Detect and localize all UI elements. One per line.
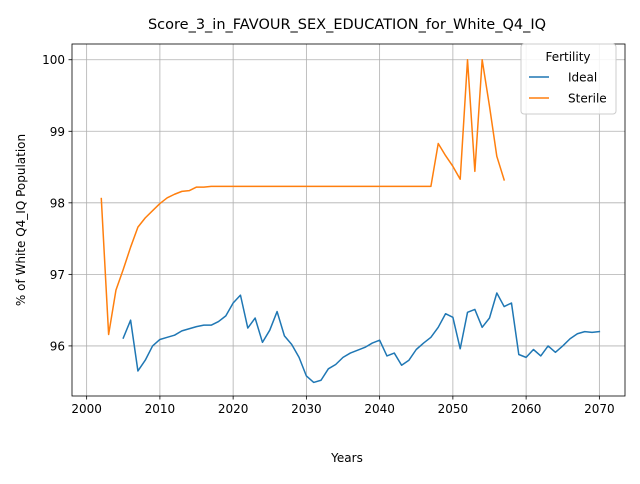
legend-label-ideal: Ideal: [568, 71, 597, 85]
y-tick-label: 96: [50, 339, 65, 353]
x-tick-label: 2040: [364, 402, 395, 416]
y-tick-label: 98: [50, 196, 65, 210]
axes: 2000 2010 2020 2030 2040 2050 2060 2070 96 97 98 99…: [42, 43, 626, 416]
x-tick-label: 2030: [291, 402, 322, 416]
legend-title: Fertility: [545, 50, 590, 64]
legend: Fertility Ideal Sterile: [520, 43, 617, 115]
y-axis-label: % of White Q4_IQ Population: [14, 134, 28, 306]
y-tick-label: 99: [50, 125, 65, 139]
x-tick-label: 2070: [584, 402, 615, 416]
legend-label-sterile: Sterile: [568, 92, 607, 106]
x-tick-label: 2020: [218, 402, 249, 416]
series-line-sterile: [100, 58, 506, 336]
chart-title: Score_3_in_FAVOUR_SEX_EDUCATION_for_Whit…: [148, 17, 546, 33]
y-tick-label: 97: [50, 268, 65, 282]
legend-frame: [520, 43, 617, 115]
x-tick-label: 2000: [71, 402, 102, 416]
y-tick-label: 100: [42, 53, 65, 67]
plot-frame: [71, 43, 626, 397]
x-tick-label: 2050: [438, 402, 469, 416]
x-tick-label: 2060: [511, 402, 542, 416]
series-line-ideal: [122, 292, 601, 384]
x-tick-label: 2010: [145, 402, 176, 416]
x-axis-label: Years: [330, 451, 363, 465]
series-lines: [100, 58, 601, 384]
